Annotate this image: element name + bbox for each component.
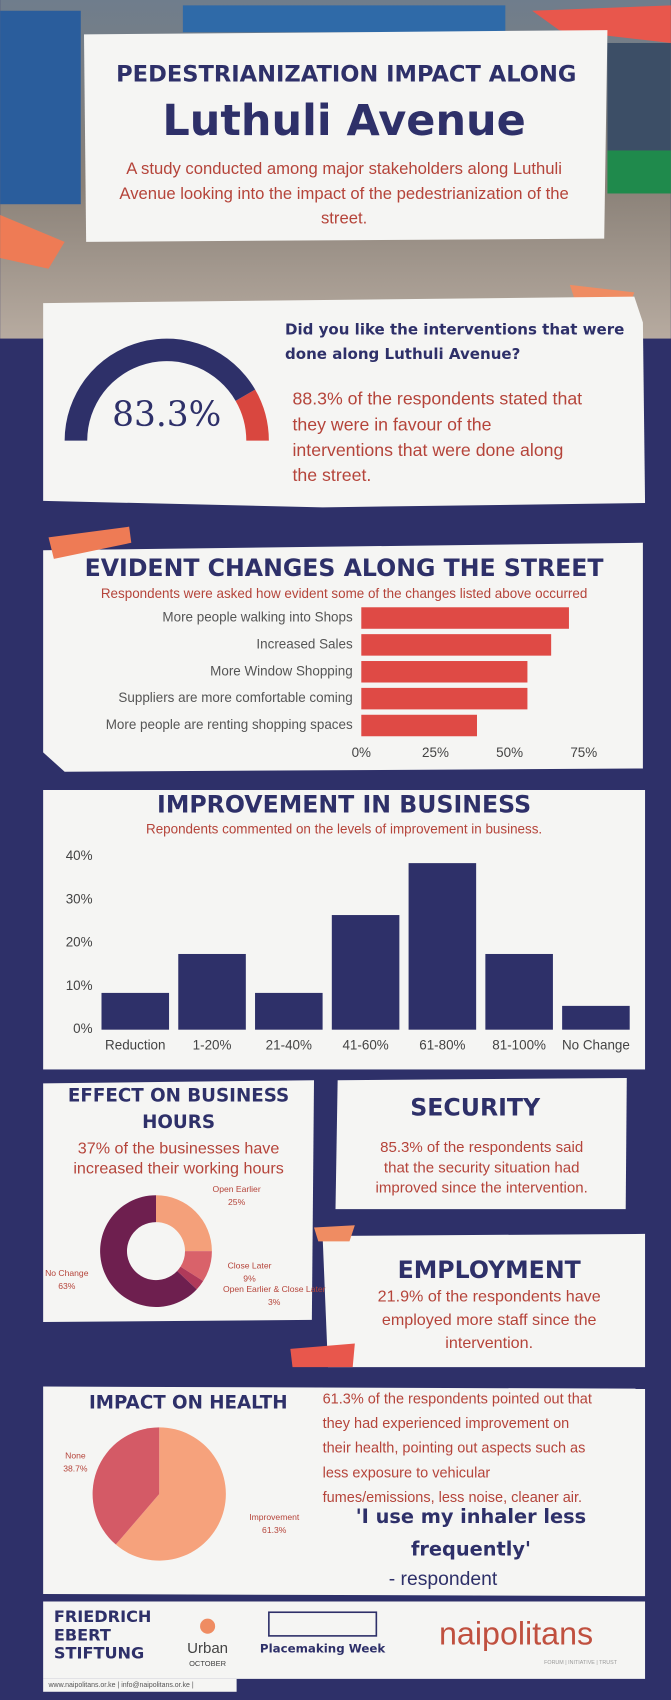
logo-icon: [200, 1619, 215, 1634]
slice-label: Open Earlier & Close Later: [223, 1284, 326, 1294]
y-tick-label: 40%: [66, 848, 93, 863]
slice-label: No Change: [45, 1268, 89, 1278]
section-text: increased their working hours: [73, 1160, 283, 1178]
x-tick-label: 75%: [570, 745, 597, 760]
section-title: EMPLOYMENT: [398, 1256, 581, 1284]
section-title: EFFECT ON BUSINESS: [68, 1085, 289, 1106]
y-tick-label: 30%: [66, 891, 93, 906]
question: done along Luthuli Avenue?: [285, 345, 520, 363]
y-tick-label: Suppliers are more comfortable coming: [118, 690, 352, 705]
y-tick-label: Increased Sales: [256, 636, 353, 651]
question: Did you like the interventions that were: [285, 320, 624, 338]
bar: [485, 954, 553, 1030]
title: Luthuli Avenue: [162, 96, 525, 146]
section-text: less exposure to vehicular: [323, 1465, 491, 1481]
x-tick-label: 1-20%: [193, 1037, 232, 1052]
slice-value: 9%: [243, 1273, 256, 1283]
section-text: intervention.: [445, 1334, 533, 1352]
slice-value: 25%: [228, 1197, 246, 1207]
attribution: - respondent: [389, 1568, 498, 1590]
bar: [361, 634, 551, 655]
logo-text: EBERT: [54, 1625, 111, 1644]
statement: 88.3% of the respondents stated that: [293, 389, 583, 409]
photo-sign: [183, 5, 505, 32]
section-text: employed more staff since the: [382, 1311, 597, 1329]
logo-text: naipolitans: [439, 1615, 593, 1651]
bar: [101, 993, 169, 1030]
gauge-label: 83.3%: [112, 395, 221, 435]
bar: [562, 1006, 630, 1030]
page: { "header": { "title_line1": "PEDESTRIAN…: [0, 0, 671, 1695]
logo-text: STIFTUNG: [54, 1644, 144, 1663]
slice-value: 38.7%: [63, 1464, 88, 1474]
section-text: 21.9% of the respondents have: [378, 1288, 601, 1306]
x-tick-label: 50%: [496, 745, 523, 760]
section-text: 37% of the businesses have: [78, 1139, 280, 1157]
chart-subtitle: Repondents commented on the levels of im…: [146, 821, 542, 836]
section-text: 85.3% of the respondents said: [380, 1139, 583, 1156]
bar: [255, 993, 323, 1030]
slice-value: 63%: [58, 1281, 76, 1291]
title: PEDESTRIANIZATION IMPACT ALONG: [116, 62, 576, 88]
section-title: HOURS: [142, 1112, 215, 1133]
section-title: SECURITY: [410, 1094, 541, 1122]
accent: [314, 1225, 355, 1241]
photo-screen: [607, 43, 670, 150]
logo-text: FORUM | INITIATIVE | TRUST: [544, 1660, 618, 1666]
x-tick-label: 0%: [352, 745, 371, 760]
photo-sign: [0, 11, 81, 204]
y-tick-label: More Window Shopping: [210, 663, 352, 678]
subtitle: Avenue looking into the impact of the pe…: [119, 184, 568, 203]
section-text: their health, pointing out aspects such …: [323, 1441, 586, 1457]
section-text: 61.3% of the respondents pointed out tha…: [323, 1391, 592, 1407]
slice-value: 61.3%: [262, 1525, 287, 1535]
chart-title: IMPROVEMENT IN BUSINESS: [157, 791, 531, 819]
statement: they were in favour of the: [293, 414, 492, 434]
y-tick-label: 20%: [66, 935, 93, 950]
section-text: they had experienced improvement on: [323, 1416, 570, 1432]
x-tick-label: Reduction: [105, 1037, 165, 1052]
x-tick-label: 21-40%: [266, 1037, 312, 1052]
slice-value: 3%: [268, 1297, 281, 1307]
x-tick-label: No Change: [562, 1037, 630, 1052]
quote: frequently': [411, 1537, 531, 1560]
section-text: improved since the intervention.: [376, 1180, 588, 1197]
footer: www.naipolitans.or.ke | info@naipolitans…: [48, 1682, 194, 1689]
slice-label: Close Later: [228, 1260, 272, 1270]
bar: [178, 954, 246, 1030]
subtitle: street.: [321, 209, 367, 228]
y-tick-label: 0%: [73, 1021, 92, 1036]
x-tick-label: 25%: [422, 745, 449, 760]
bar: [361, 661, 527, 682]
bar: [361, 607, 569, 628]
y-tick-label: More people are renting shopping spaces: [106, 717, 353, 732]
section-text: that the security situation had: [384, 1159, 580, 1176]
chart-title: EVIDENT CHANGES ALONG THE STREET: [85, 554, 604, 582]
logo-text: Urban: [187, 1640, 228, 1657]
bar: [361, 715, 477, 736]
slice-label: Improvement: [249, 1512, 300, 1522]
bar: [361, 688, 527, 709]
statement: interventions that were done along: [293, 440, 564, 460]
statement: the street.: [293, 465, 372, 485]
y-tick-label: More people walking into Shops: [162, 610, 353, 625]
chart-subtitle: Respondents were asked how evident some …: [101, 586, 587, 601]
section-title: IMPACT ON HEALTH: [89, 1393, 287, 1414]
slice-label: Open Earlier: [213, 1184, 261, 1194]
quote: 'I use my inhaler less: [356, 1505, 586, 1528]
bar: [409, 863, 477, 1030]
photo-sign: [607, 150, 670, 193]
y-tick-label: 10%: [66, 978, 93, 993]
section-text: fumes/emissions, less noise, cleaner air…: [323, 1490, 583, 1506]
subtitle: A study conducted among major stakeholde…: [126, 159, 562, 178]
x-tick-label: 41-60%: [342, 1037, 388, 1052]
logo-text: Placemaking Week: [260, 1641, 386, 1655]
logo-text: OCTOBER: [189, 1659, 227, 1668]
logo-text: FRIEDRICH: [54, 1607, 151, 1626]
x-tick-label: 61-80%: [419, 1037, 465, 1052]
x-tick-label: 81-100%: [492, 1037, 546, 1052]
bar: [332, 915, 400, 1030]
infographic: PEDESTRIANIZATION IMPACT ALONG Luthuli A…: [0, 0, 671, 1695]
slice-label: None: [65, 1451, 86, 1461]
